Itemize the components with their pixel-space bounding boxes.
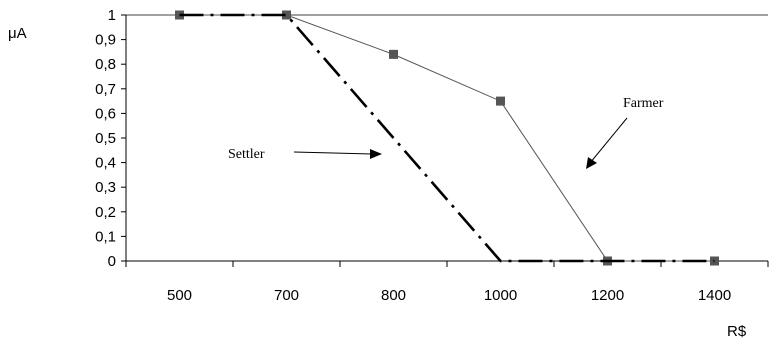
y-tick-label: 0,8 bbox=[95, 56, 116, 73]
annotation-farmer-arrow-line bbox=[589, 117, 628, 164]
annotation-farmer-label: Farmer bbox=[623, 96, 664, 111]
x-axis-label: R$ bbox=[727, 323, 747, 340]
x-tick-label: 700 bbox=[274, 287, 299, 304]
x-tick-label: 500 bbox=[167, 287, 192, 304]
y-tick-label: 0,2 bbox=[95, 204, 116, 221]
x-tick-label: 1200 bbox=[591, 287, 624, 304]
series-farmer bbox=[175, 10, 719, 266]
y-tick-label: 0,3 bbox=[95, 179, 116, 196]
y-tick-label: 0,6 bbox=[95, 105, 116, 122]
y-tick-label: 0,4 bbox=[95, 155, 116, 172]
data-point-farmer bbox=[496, 96, 505, 106]
annotation-settler-label: Settler bbox=[228, 147, 265, 162]
annotation-settler-arrowhead bbox=[370, 149, 382, 159]
data-point-farmer bbox=[282, 10, 291, 20]
y-tick-labels: 0 0,1 0,2 0,3 0,4 0,5 0,6 0,7 0,8 0,9 1 bbox=[95, 7, 116, 270]
annotation-farmer-arrowhead bbox=[586, 157, 597, 169]
annotation-farmer: Farmer bbox=[586, 96, 664, 169]
y-tick-label: 0 bbox=[108, 253, 116, 270]
series-line-settler bbox=[179, 13, 715, 263]
y-axis-label: μA bbox=[8, 25, 27, 42]
x-tick-label: 1000 bbox=[484, 287, 517, 304]
annotation-settler: Settler bbox=[228, 147, 382, 162]
series-line-farmer bbox=[179, 14, 715, 262]
series-layer bbox=[175, 10, 719, 266]
annotation-settler-arrow-line bbox=[293, 151, 373, 155]
y-tick-label: 0,1 bbox=[95, 228, 116, 245]
axes bbox=[121, 14, 769, 267]
x-tick-labels: 500 700 800 1000 1200 1400 bbox=[167, 287, 731, 304]
x-tick-label: 800 bbox=[381, 287, 406, 304]
x-tick-label: 1400 bbox=[698, 287, 731, 304]
series-settler bbox=[179, 13, 715, 263]
y-tick-label: 0,7 bbox=[95, 81, 116, 98]
data-point-farmer bbox=[389, 49, 398, 59]
y-tick-label: 0,9 bbox=[95, 32, 116, 49]
y-tick-label: 0,5 bbox=[95, 130, 116, 147]
y-tick-label: 1 bbox=[108, 7, 116, 24]
